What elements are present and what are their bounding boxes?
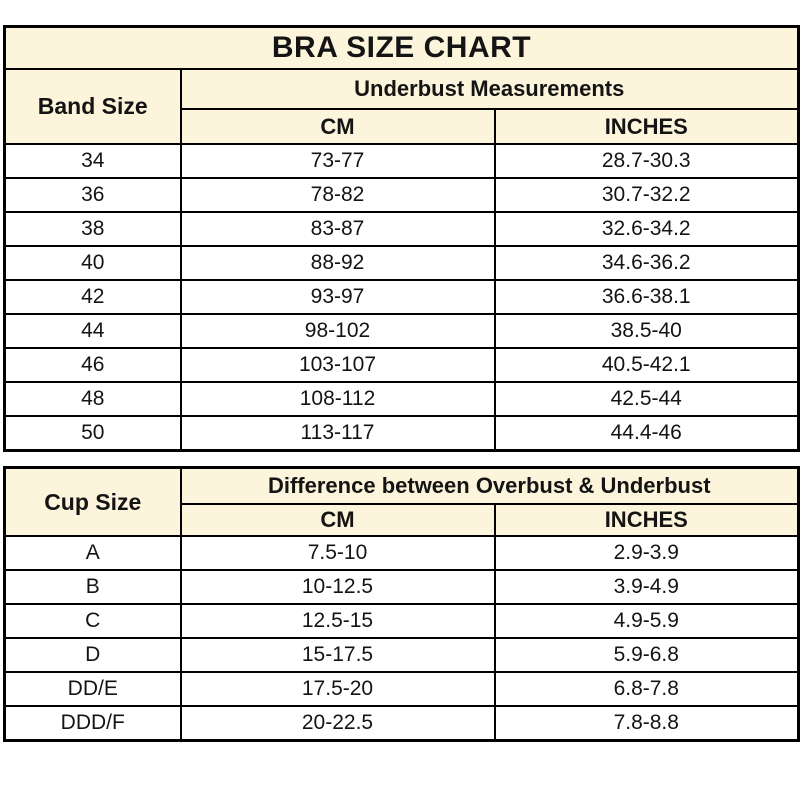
table-row: DD/E 17.5-20 6.8-7.8 xyxy=(3,671,800,707)
band-cm-value: 93-97 xyxy=(179,279,496,315)
cup-size-value: DD/E xyxy=(3,671,182,707)
band-cm-value: 113-117 xyxy=(179,415,496,452)
band-size-value: 44 xyxy=(3,313,182,349)
band-cm-value: 73-77 xyxy=(179,143,496,179)
table-row: 38 83-87 32.6-34.2 xyxy=(3,211,800,247)
cup-cm-header: CM xyxy=(179,503,496,537)
cup-inches-value: 2.9-3.9 xyxy=(493,535,800,571)
table-row: A 7.5-10 2.9-3.9 xyxy=(3,535,800,571)
band-inches-value: 42.5-44 xyxy=(493,381,800,417)
band-size-value: 50 xyxy=(3,415,182,452)
band-inches-value: 32.6-34.2 xyxy=(493,211,800,247)
bra-size-chart-page: BRA SIZE CHART Band Size Underbust Measu… xyxy=(3,25,800,742)
band-inches-value: 44.4-46 xyxy=(493,415,800,452)
band-cm-value: 78-82 xyxy=(179,177,496,213)
table-row: 48 108-112 42.5-44 xyxy=(3,381,800,417)
band-cm-value: 108-112 xyxy=(179,381,496,417)
band-size-value: 38 xyxy=(3,211,182,247)
table-row: 34 73-77 28.7-30.3 xyxy=(3,143,800,179)
cup-size-table: Cup Size Difference between Overbust & U… xyxy=(3,466,800,742)
band-cm-value: 88-92 xyxy=(179,245,496,281)
band-size-column-header: Band Size xyxy=(3,68,182,145)
band-inches-header: INCHES xyxy=(493,108,800,145)
band-inches-value: 28.7-30.3 xyxy=(493,143,800,179)
cup-cm-value: 20-22.5 xyxy=(179,705,496,742)
cup-cm-value: 7.5-10 xyxy=(179,535,496,571)
table-row: 36 78-82 30.7-32.2 xyxy=(3,177,800,213)
overbust-difference-header: Difference between Overbust & Underbust xyxy=(179,466,800,505)
band-inches-value: 30.7-32.2 xyxy=(493,177,800,213)
cup-inches-value: 4.9-5.9 xyxy=(493,603,800,639)
cup-size-value: B xyxy=(3,569,182,605)
underbust-measurements-header: Underbust Measurements xyxy=(179,68,800,110)
cup-inches-value: 6.8-7.8 xyxy=(493,671,800,707)
band-size-value: 36 xyxy=(3,177,182,213)
cup-unit-header-row: CM INCHES xyxy=(5,503,800,537)
cup-size-value: D xyxy=(3,637,182,673)
band-group-header-row: Band Size Underbust Measurements xyxy=(3,68,800,145)
band-cm-value: 83-87 xyxy=(179,211,496,247)
cup-cm-value: 15-17.5 xyxy=(179,637,496,673)
table-row: 40 88-92 34.6-36.2 xyxy=(3,245,800,281)
band-inches-value: 38.5-40 xyxy=(493,313,800,349)
band-size-value: 42 xyxy=(3,279,182,315)
table-row: 50 113-117 44.4-46 xyxy=(3,415,800,452)
cup-cm-value: 12.5-15 xyxy=(179,603,496,639)
cup-inches-value: 5.9-6.8 xyxy=(493,637,800,673)
table-row: B 10-12.5 3.9-4.9 xyxy=(3,569,800,605)
band-cm-header: CM xyxy=(179,108,496,145)
cup-inches-header: INCHES xyxy=(493,503,800,537)
cup-cm-value: 17.5-20 xyxy=(179,671,496,707)
table-row: C 12.5-15 4.9-5.9 xyxy=(3,603,800,639)
band-cm-value: 103-107 xyxy=(179,347,496,383)
table-row: D 15-17.5 5.9-6.8 xyxy=(3,637,800,673)
cup-size-value: C xyxy=(3,603,182,639)
band-unit-header-row: CM INCHES xyxy=(5,108,800,145)
cup-size-column-header: Cup Size xyxy=(3,466,182,537)
cup-group-header-row: Cup Size Difference between Overbust & U… xyxy=(3,466,800,537)
band-size-value: 46 xyxy=(3,347,182,383)
band-size-table: BRA SIZE CHART Band Size Underbust Measu… xyxy=(3,25,800,452)
chart-title-row: BRA SIZE CHART xyxy=(3,25,800,70)
band-size-value: 34 xyxy=(3,143,182,179)
band-cm-value: 98-102 xyxy=(179,313,496,349)
cup-inches-value: 3.9-4.9 xyxy=(493,569,800,605)
cup-size-value: A xyxy=(3,535,182,571)
table-row: 46 103-107 40.5-42.1 xyxy=(3,347,800,383)
band-inches-value: 40.5-42.1 xyxy=(493,347,800,383)
table-row: 42 93-97 36.6-38.1 xyxy=(3,279,800,315)
band-inches-value: 34.6-36.2 xyxy=(493,245,800,281)
cup-size-value: DDD/F xyxy=(3,705,182,742)
cup-inches-value: 7.8-8.8 xyxy=(493,705,800,742)
band-size-value: 48 xyxy=(3,381,182,417)
band-size-value: 40 xyxy=(3,245,182,281)
table-row: 44 98-102 38.5-40 xyxy=(3,313,800,349)
table-row: DDD/F 20-22.5 7.8-8.8 xyxy=(3,705,800,742)
page-title: BRA SIZE CHART xyxy=(3,25,800,70)
band-inches-value: 36.6-38.1 xyxy=(493,279,800,315)
cup-cm-value: 10-12.5 xyxy=(179,569,496,605)
